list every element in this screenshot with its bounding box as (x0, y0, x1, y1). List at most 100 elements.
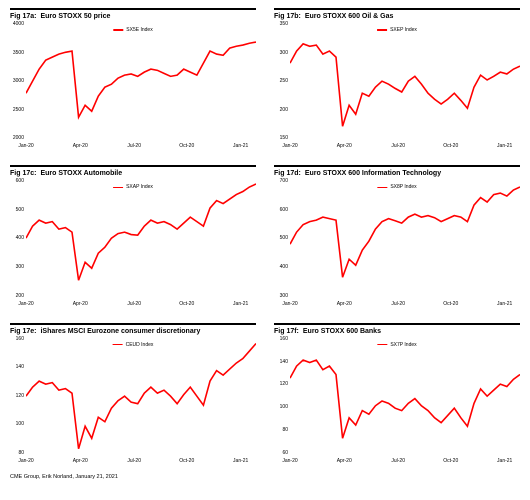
x-tick-label: Jan-21 (497, 143, 512, 153)
series-line (290, 44, 520, 126)
chart-panel-0: Fig 17a:Euro STOXX 50 priceSX5E Index400… (10, 8, 256, 153)
x-tick-label: Oct-20 (179, 458, 194, 468)
line-chart-svg (290, 336, 520, 456)
y-tick-label: 60 (274, 450, 288, 456)
x-tick-label: Jul-20 (127, 301, 141, 311)
chart-panel-1: Fig 17b:Euro STOXX 600 Oil & GasSXEP Ind… (274, 8, 520, 153)
fig-label: Fig 17b: (274, 13, 301, 20)
x-tick-label: Apr-20 (73, 143, 88, 153)
fig-title: Euro STOXX Automobile (40, 170, 122, 177)
series-line (290, 187, 520, 277)
y-tick-label: 250 (274, 78, 288, 84)
y-tick-label: 160 (10, 336, 24, 342)
fig-label: Fig 17c: (10, 170, 36, 177)
plot (290, 178, 520, 298)
series-line (26, 343, 256, 448)
fig-label: Fig 17e: (10, 328, 36, 335)
x-tick-label: Jan-21 (233, 301, 248, 311)
line-chart-svg (26, 336, 256, 456)
y-tick-label: 500 (10, 207, 24, 213)
panel-title-row: Fig 17a: Euro STOXX 50 price (10, 10, 256, 21)
y-tick-label: 2000 (10, 135, 24, 141)
y-tick-label: 120 (10, 393, 24, 399)
y-tick-label: 400 (10, 235, 24, 241)
y-tick-label: 300 (274, 50, 288, 56)
y-tick-label: 140 (274, 359, 288, 365)
x-tick-label: Jan-20 (282, 143, 297, 153)
chart-area: CEUD Index16014012010080Jan-20Apr-20Jul-… (10, 336, 256, 468)
chart-panel-4: Fig 17e: iShares MSCI Eurozone consumer d… (10, 323, 256, 468)
x-axis: Jan-20Apr-20Jul-20Oct-20Jan-21 (290, 458, 520, 468)
plot (26, 178, 256, 298)
x-tick-label: Apr-20 (73, 458, 88, 468)
y-tick-label: 3500 (10, 50, 24, 56)
chart-panel-2: Fig 17c:Euro STOXX AutomobileSXAP Index6… (10, 165, 256, 310)
x-tick-label: Jan-21 (233, 458, 248, 468)
fig-label: Fig 17f: (274, 328, 299, 335)
x-tick-label: Apr-20 (337, 301, 352, 311)
line-chart-svg (290, 178, 520, 298)
panel-title-row: Fig 17b: Euro STOXX 600 Oil & Gas (274, 10, 520, 21)
chart-area: SX8P Index700600500400300Jan-20Apr-20Jul… (274, 178, 520, 310)
chart-panel-3: Fig 17d:Euro STOXX 600 Information Techn… (274, 165, 520, 310)
line-chart-svg (290, 21, 520, 141)
y-tick-label: 140 (10, 364, 24, 370)
x-tick-label: Jan-21 (233, 143, 248, 153)
plot (290, 21, 520, 141)
y-axis: 1601401201008060 (274, 336, 290, 456)
x-tick-label: Jul-20 (391, 143, 405, 153)
y-tick-label: 500 (274, 235, 288, 241)
series-line (26, 184, 256, 280)
x-tick-label: Jan-20 (282, 301, 297, 311)
panel-title-row: Fig 17e: iShares MSCI Eurozone consumer d… (10, 325, 256, 336)
x-tick-label: Oct-20 (443, 301, 458, 311)
x-tick-label: Jul-20 (391, 301, 405, 311)
x-axis: Jan-20Apr-20Jul-20Oct-20Jan-21 (26, 301, 256, 311)
y-axis: 4000 3500 3000 2500 2000 (10, 21, 26, 141)
series-line (290, 360, 520, 438)
y-tick-label: 4000 (10, 21, 24, 27)
x-tick-label: Oct-20 (179, 301, 194, 311)
y-tick-label: 150 (274, 135, 288, 141)
y-tick-label: 3000 (10, 78, 24, 84)
x-axis: Jan-20Apr-20Jul-20Oct-20Jan-21 (290, 143, 520, 153)
x-tick-label: Apr-20 (73, 301, 88, 311)
x-tick-label: Jan-20 (18, 301, 33, 311)
y-tick-label: 400 (274, 264, 288, 270)
y-tick-label: 300 (274, 293, 288, 299)
x-tick-label: Jan-20 (282, 458, 297, 468)
x-tick-label: Apr-20 (337, 458, 352, 468)
x-tick-label: Apr-20 (337, 143, 352, 153)
y-tick-label: 300 (10, 264, 24, 270)
fig-title: iShares MSCI Eurozone consumer discretio… (40, 328, 200, 335)
y-tick-label: 200 (274, 107, 288, 113)
y-tick-label: 2500 (10, 107, 24, 113)
y-tick-label: 600 (274, 207, 288, 213)
x-tick-label: Jul-20 (391, 458, 405, 468)
y-tick-label: 100 (274, 404, 288, 410)
fig-label: Fig 17a: (10, 13, 36, 20)
y-tick-label: 120 (274, 381, 288, 387)
y-axis: 600500400300200 (10, 178, 26, 298)
chart-grid: Fig 17a:Euro STOXX 50 priceSX5E Index400… (10, 8, 520, 468)
chart-area: SXAP Index600500400300200Jan-20Apr-20Jul… (10, 178, 256, 310)
plot (26, 336, 256, 456)
series-line (26, 42, 256, 117)
y-axis: 160 140 120 100 80 (10, 336, 26, 456)
x-tick-label: Oct-20 (443, 458, 458, 468)
y-tick-label: 160 (274, 336, 288, 342)
chart-panel-5: Fig 17f:Euro STOXX 600 BanksSX7P Index16… (274, 323, 520, 468)
fig-label: Fig 17d: (274, 170, 301, 177)
y-tick-label: 350 (274, 21, 288, 27)
fig-title: Euro STOXX 600 Oil & Gas (305, 13, 394, 20)
fig-title: Euro STOXX 600 Banks (303, 328, 381, 335)
fig-title: Euro STOXX 50 price (40, 13, 110, 20)
y-tick-label: 80 (10, 450, 24, 456)
x-axis: Jan-20Apr-20Jul-20Oct-20Jan-21 (26, 143, 256, 153)
y-tick-label: 100 (10, 421, 24, 427)
x-axis: Jan-20Apr-20Jul-20Oct-20Jan-21 (26, 458, 256, 468)
plot (290, 336, 520, 456)
y-tick-label: 200 (10, 293, 24, 299)
line-chart-svg (26, 178, 256, 298)
panel-title-row: Fig 17c: Euro STOXX Automobile (10, 167, 256, 178)
